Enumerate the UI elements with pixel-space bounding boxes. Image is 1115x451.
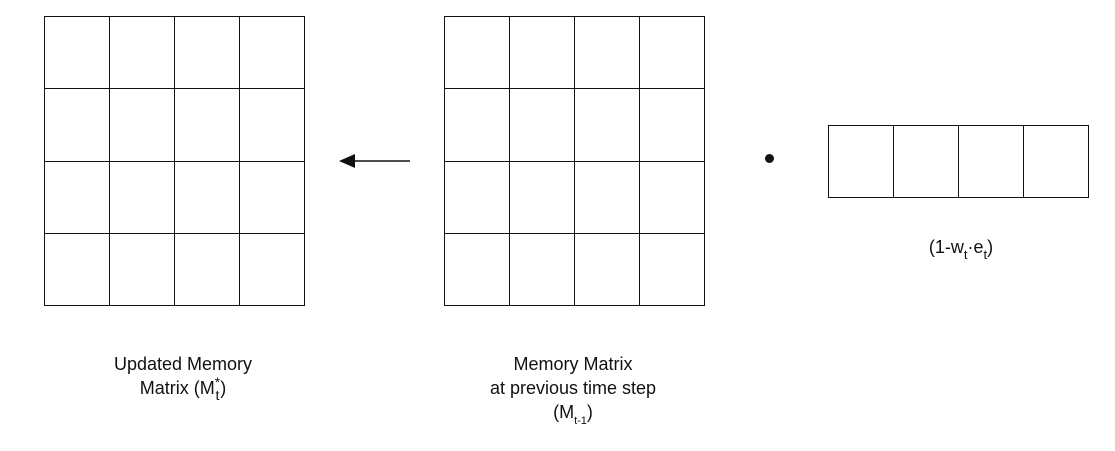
matrix-cell xyxy=(109,15,175,90)
matrix-cell xyxy=(174,232,240,307)
vector-cell xyxy=(1023,125,1089,198)
matrix-row xyxy=(444,15,705,90)
dot-operator-icon xyxy=(765,154,774,163)
previous-matrix-label-line1: Memory Matrix xyxy=(513,354,633,374)
vector-cell xyxy=(893,125,959,198)
updated-matrix-subscript: t xyxy=(215,387,220,404)
matrix-cell xyxy=(509,15,575,90)
matrix-row xyxy=(444,88,705,162)
updated-matrix-symbol-suffix: ) xyxy=(220,378,227,398)
matrix-row xyxy=(44,160,305,234)
matrix-cell xyxy=(574,232,640,307)
updated-memory-matrix xyxy=(44,15,305,307)
matrix-cell xyxy=(639,160,705,234)
vector-label-prefix: (1-w xyxy=(928,237,964,257)
erase-vector xyxy=(828,125,1089,198)
matrix-row xyxy=(44,88,305,162)
previous-matrix-label-line2: at previous time step xyxy=(489,378,657,398)
matrix-cell xyxy=(574,15,640,90)
matrix-cell xyxy=(239,232,305,307)
updated-matrix-label-line2: Matrix (M * t) xyxy=(60,374,306,404)
previous-matrix-subscript: t-1 xyxy=(574,415,587,427)
matrix-cell xyxy=(444,160,510,234)
matrix-cell xyxy=(174,160,240,234)
matrix-cell xyxy=(174,15,240,90)
vector-label-subscript-e: t xyxy=(983,247,988,262)
matrix-cell xyxy=(239,160,305,234)
matrix-cell xyxy=(639,88,705,162)
previous-matrix-label: Memory Matrix at previous time step (Mt-… xyxy=(450,352,696,427)
updated-matrix-superscript: * xyxy=(214,374,221,391)
matrix-cell xyxy=(44,15,110,90)
updated-matrix-label: Updated Memory Matrix (M * t) xyxy=(60,352,306,402)
matrix-cell xyxy=(574,88,640,162)
matrix-cell xyxy=(239,15,305,90)
matrix-row xyxy=(444,232,705,307)
matrix-cell xyxy=(509,232,575,307)
erase-vector-label: (1-wt·et) xyxy=(838,235,1084,262)
matrix-cell xyxy=(639,15,705,90)
matrix-cell xyxy=(44,160,110,234)
previous-memory-matrix xyxy=(444,15,705,307)
vector-cell xyxy=(958,125,1024,198)
matrix-cell xyxy=(444,232,510,307)
vector-row xyxy=(828,125,1089,198)
matrix-cell xyxy=(174,88,240,162)
previous-matrix-label-line3: (Mt-1) xyxy=(450,400,696,427)
matrix-row xyxy=(444,160,705,234)
vector-label-suffix: ) xyxy=(987,237,994,257)
previous-matrix-symbol-suffix: ) xyxy=(586,402,593,422)
matrix-cell xyxy=(44,88,110,162)
updated-matrix-label-line1: Updated Memory xyxy=(113,354,253,374)
matrix-cell xyxy=(639,232,705,307)
matrix-cell xyxy=(239,88,305,162)
matrix-cell xyxy=(574,160,640,234)
matrix-row xyxy=(44,232,305,307)
matrix-cell xyxy=(109,160,175,234)
matrix-cell xyxy=(44,232,110,307)
vector-label-mid: ·e xyxy=(967,237,984,257)
updated-matrix-subsup: * t xyxy=(214,374,221,404)
matrix-cell xyxy=(509,160,575,234)
left-arrow-icon xyxy=(339,154,410,168)
previous-matrix-symbol-prefix: (M xyxy=(553,402,575,422)
matrix-cell xyxy=(444,15,510,90)
vector-cell xyxy=(828,125,894,198)
matrix-cell xyxy=(509,88,575,162)
matrix-cell xyxy=(109,88,175,162)
matrix-cell xyxy=(109,232,175,307)
matrix-cell xyxy=(444,88,510,162)
vector-label-subscript-w: t xyxy=(963,247,968,262)
updated-matrix-symbol-prefix: Matrix (M xyxy=(139,378,215,398)
matrix-row xyxy=(44,15,305,90)
